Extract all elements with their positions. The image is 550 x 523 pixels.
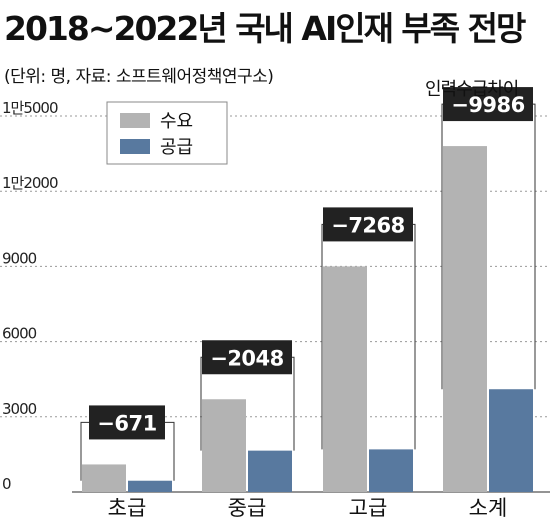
bar-supply [128,480,172,492]
bars [82,146,533,492]
y-tick-label: 3000 [2,400,37,418]
bar-demand [323,266,367,492]
category-label: 고급 [349,496,388,520]
category-label: 중급 [228,496,267,520]
legend: 수요 공급 [106,101,228,165]
bar-demand [443,146,487,492]
difference-box [202,340,292,375]
bar-supply [248,450,292,492]
bar-supply [489,389,533,492]
y-tick-label: 9000 [2,249,37,267]
bar-supply [369,449,413,492]
bar-demand [202,399,246,492]
category-label: 소계 [469,496,508,520]
difference-label: −671 [97,411,156,435]
difference-box [443,87,533,122]
difference-note: 인력수급차이 [425,79,518,100]
chart-subtitle: (단위: 명, 자료: 소프트웨어정책연구소) [4,67,274,87]
category-label: 초급 [108,496,147,520]
bar-demand [82,464,126,492]
legend-label-demand: 수요 [160,111,193,132]
y-tick-label: 1만2000 [2,174,58,192]
difference-labels: −671 −2048 −7268 −9986 [89,87,533,440]
axis-labels: 0 3000 6000 9000 1만2000 1만5000 초급 중급 고급 소계 [2,99,507,520]
chart-title: 2018~2022년 국내 AI인재 부족 전망 [4,9,526,48]
y-tick-label: 1만5000 [2,99,58,117]
difference-label: −9986 [451,93,525,117]
difference-box [89,405,165,440]
legend-label-supply: 공급 [160,137,193,158]
legend-swatch-demand [120,113,150,128]
y-tick-label: 0 [2,475,11,493]
y-tick-label: 6000 [2,325,37,343]
difference-label: −7268 [331,213,405,237]
difference-box [323,207,413,242]
legend-swatch-supply [120,139,150,154]
difference-label: −2048 [210,346,284,370]
